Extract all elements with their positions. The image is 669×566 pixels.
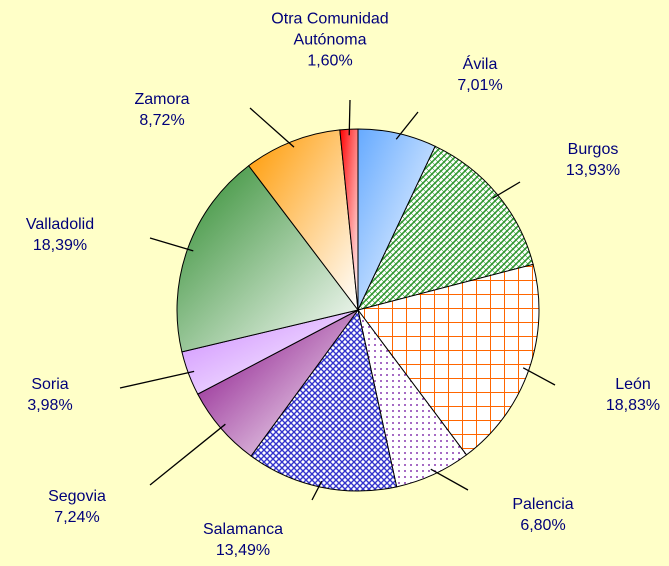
slice-label: Segovia 7,24% [48, 486, 106, 528]
slice-label: Otra Comunidad Autónoma 1,60% [255, 9, 405, 72]
pie-slice [250, 308, 398, 492]
pie-slice [357, 145, 534, 311]
category-label: Soria [31, 376, 69, 393]
value-label: 8,72% [139, 112, 185, 129]
leader-line [119, 370, 195, 389]
slice-label: León 18,83% [606, 374, 660, 416]
value-label: 7,24% [54, 509, 100, 526]
value-label: 6,80% [520, 517, 566, 534]
value-label: 18,39% [32, 237, 88, 254]
leader-line [395, 111, 419, 140]
value-label: 13,93% [565, 162, 621, 179]
pie-slice [247, 129, 359, 312]
category-label: Burgos [567, 141, 619, 158]
category-label: Zamora [134, 91, 190, 108]
category-label: Palencia [512, 496, 574, 513]
slice-label: Valladolid 18,39% [26, 214, 94, 256]
category-label: Valladolid [25, 216, 95, 233]
leader-line [249, 107, 295, 148]
leader-line [149, 237, 194, 252]
leader-line [492, 181, 521, 199]
category-label: Segovia [48, 488, 106, 505]
value-label: 1,60% [307, 52, 353, 70]
slice-label: Ávila 7,01% [457, 54, 502, 96]
category-label: León [615, 376, 651, 393]
value-label: 18,83% [605, 397, 661, 414]
leader-line [348, 99, 351, 136]
leader-line [311, 480, 323, 501]
category-label: Salamanca [202, 521, 284, 538]
slice-label: Palencia 6,80% [512, 494, 573, 536]
slice-label: Soria 3,98% [27, 374, 72, 416]
leader-line [430, 468, 469, 491]
value-label: 13,49% [215, 542, 271, 559]
leader-line [522, 367, 556, 386]
slice-label: Salamanca 13,49% [203, 519, 283, 561]
category-label: Otra Comunidad Autónoma [271, 10, 389, 49]
pie-slice [357, 263, 540, 456]
value-label: 3,98% [27, 397, 73, 414]
slice-label: Burgos 13,93% [566, 139, 620, 181]
category-label: Ávila [462, 56, 498, 73]
leader-line [149, 423, 226, 486]
value-label: 7,01% [457, 77, 503, 94]
slice-label: Zamora 8,72% [134, 89, 189, 131]
